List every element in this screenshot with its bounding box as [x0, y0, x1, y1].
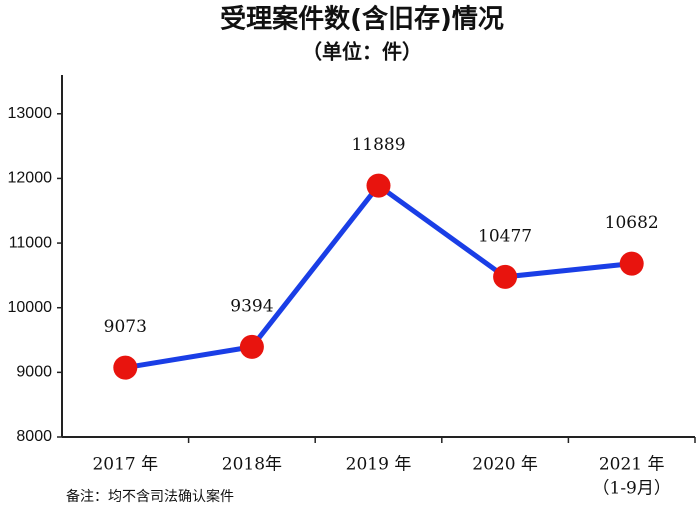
x-tick-label: 2018年 [222, 455, 282, 475]
y-tick-label: 10000 [8, 299, 53, 316]
value-label: 9073 [104, 317, 147, 337]
x-tick-label: 2021 年 [599, 455, 665, 475]
x-tick-label: 2017 年 [92, 455, 158, 475]
y-tick-label: 8000 [16, 428, 52, 445]
chart-title: 受理案件数(含旧存)情况 [220, 4, 504, 35]
x-tick-label: 2019 年 [346, 455, 412, 475]
x-tick-note: （1-9月） [593, 479, 671, 499]
y-tick-label: 9000 [16, 364, 52, 381]
footnote: 备注：均不含司法确认案件 [66, 488, 234, 505]
value-label: 10682 [605, 213, 659, 233]
x-tick-label: 2020 年 [472, 455, 538, 475]
y-tick-label: 13000 [8, 105, 53, 122]
y-tick-label: 11000 [9, 234, 52, 251]
marker [113, 355, 138, 380]
value-label: 9394 [230, 296, 273, 316]
marker [493, 264, 518, 289]
value-label: 11889 [351, 135, 405, 155]
value-label: 10477 [478, 226, 532, 246]
marker [366, 173, 391, 198]
chart-subtitle: （单位：件） [302, 40, 422, 64]
y-tick-label: 12000 [8, 170, 53, 187]
line [124, 183, 632, 371]
marker [239, 334, 264, 359]
marker [619, 251, 644, 276]
